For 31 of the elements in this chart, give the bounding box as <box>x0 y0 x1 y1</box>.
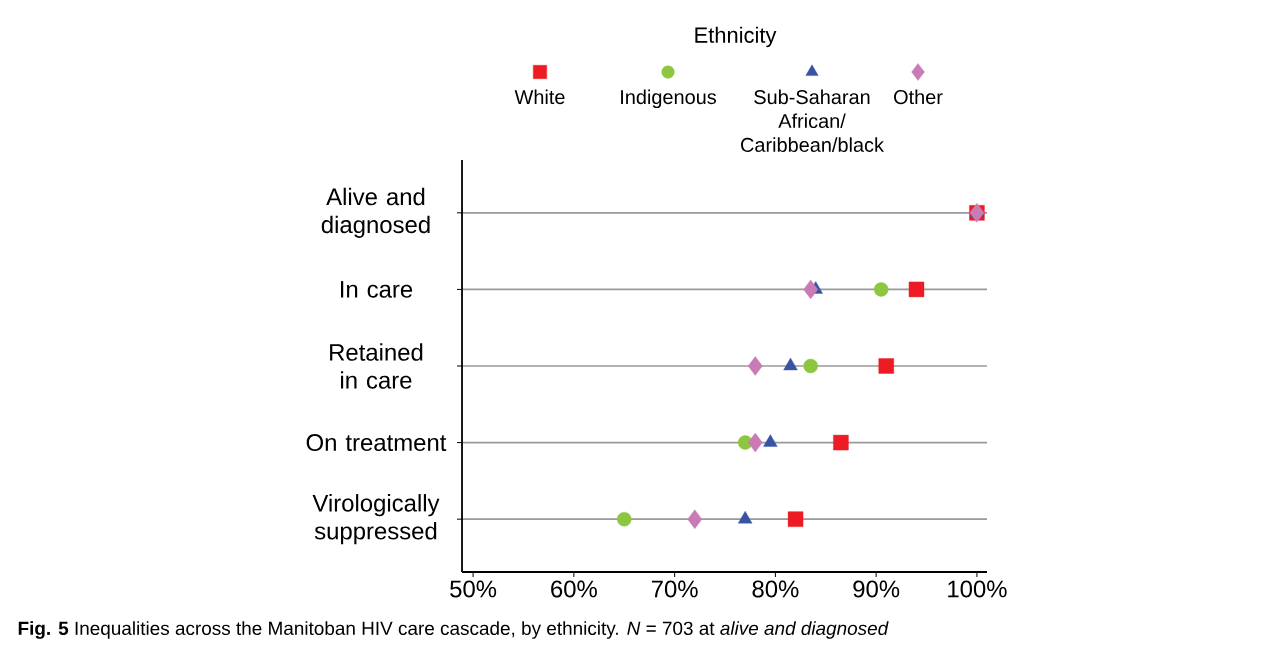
text: Fig. 5 Inequalities across the Manitoban HIV care cascade, by ethnicity. N = 703 at alive and diagnosed <box>18 621 889 639</box>
point <box>763 434 778 447</box>
x-tick-label: 90% <box>853 580 900 598</box>
legend-label: Sub-Saharan African/ Caribbean/black <box>741 89 884 152</box>
y-tick-label: On treatment <box>306 434 447 452</box>
x-tick-label: 70% <box>651 580 698 598</box>
legend-label: Indigenous <box>621 89 717 109</box>
point <box>833 434 849 451</box>
point <box>617 511 632 527</box>
point <box>878 358 894 374</box>
y-tick-label: In care <box>340 281 413 298</box>
x-tick-label: 60% <box>551 580 597 598</box>
x-tick-label: 100% <box>948 580 1007 598</box>
x-tick-label: 80% <box>752 580 799 598</box>
point <box>738 510 753 524</box>
point <box>783 357 798 371</box>
legend-title: Ethnicity <box>695 26 777 48</box>
point <box>747 432 763 453</box>
point <box>803 358 818 374</box>
y-tick-label: Retained in care <box>330 343 423 389</box>
point <box>787 511 804 527</box>
x-tick-label: 50% <box>450 580 497 598</box>
legend-label: Other <box>894 89 943 105</box>
y-tick-label: Virologically suppressed <box>312 494 440 545</box>
point <box>747 356 763 376</box>
point <box>687 509 703 529</box>
point <box>908 281 925 298</box>
legend-label: White <box>514 89 565 105</box>
point <box>874 282 889 297</box>
point <box>803 279 818 300</box>
y-tick-label: Alive and diagnosed <box>321 187 430 238</box>
